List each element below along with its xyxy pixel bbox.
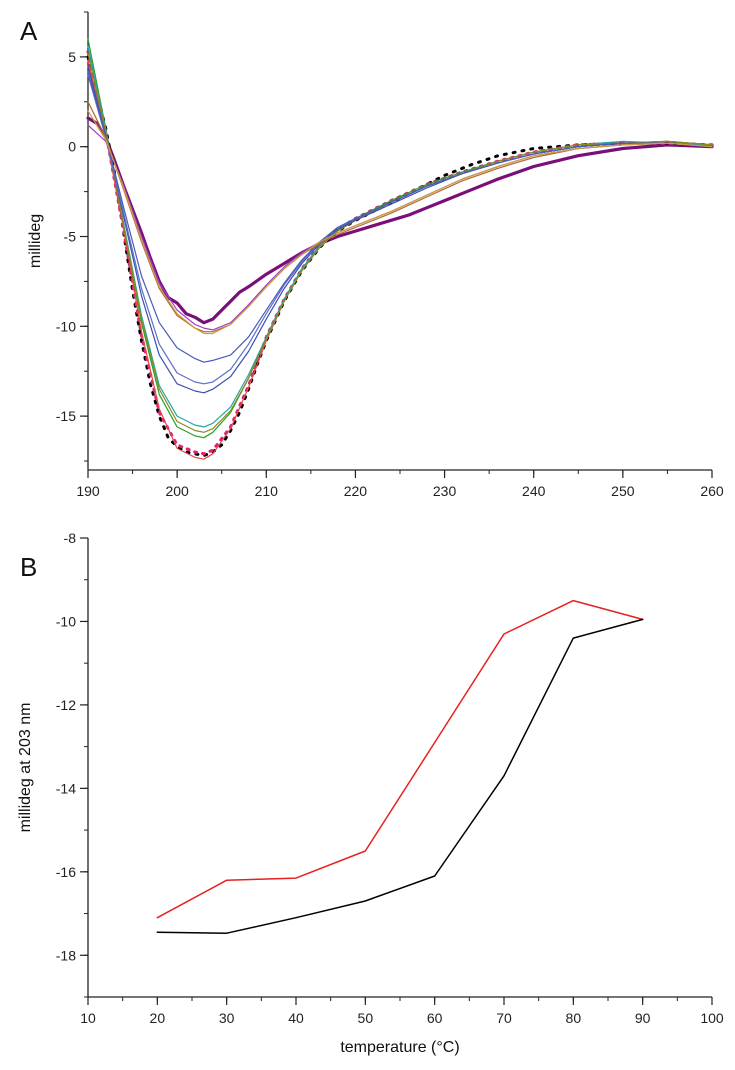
y-tick-label: -15 <box>56 408 76 424</box>
series-line-3 <box>86 50 714 456</box>
series-line-1 <box>86 116 714 325</box>
series-line-4 <box>87 59 713 460</box>
y-tick-label: -18 <box>56 947 76 963</box>
panel-b-chart: 10 20 30 40 50 60 70 80 90 100 -8 -10 -12 -14 -16 -18 Bm… <box>17 530 724 1056</box>
x-tick-label: 190 <box>76 483 100 499</box>
series-line-2 <box>86 55 714 458</box>
series-line-8 <box>87 65 713 394</box>
series-line-1 <box>156 599 644 919</box>
series-line-13 <box>87 110 713 335</box>
x-tick-label: 230 <box>433 483 457 499</box>
y-tick-label: 5 <box>68 49 76 65</box>
x-tick-label: 60 <box>427 1010 443 1026</box>
x-tick-label: 200 <box>165 483 189 499</box>
x-tick-label: 90 <box>635 1010 651 1026</box>
y-axis-title: millideg at 203 nm <box>17 703 34 833</box>
y-tick-label: -10 <box>56 318 76 334</box>
panel-label: A <box>20 16 38 46</box>
x-tick-label: 70 <box>496 1010 512 1026</box>
x-tick-label: 240 <box>522 483 546 499</box>
x-tick-label: 30 <box>219 1010 235 1026</box>
x-tick-label: 20 <box>150 1010 166 1026</box>
series-line-5 <box>87 38 713 439</box>
y-tick-label: -5 <box>64 229 77 245</box>
y-tick-label: -16 <box>56 864 76 880</box>
y-tick-label: 0 <box>68 139 76 155</box>
x-tick-label: 40 <box>288 1010 304 1026</box>
x-tick-label: 100 <box>700 1010 724 1026</box>
series-line-7 <box>87 52 713 433</box>
x-tick-label: 210 <box>255 483 279 499</box>
panel-a-chart: 190 200 210 220 230 240 250 260 5 0 -5 -10 -15 Amilli… <box>20 11 724 499</box>
x-tick-label: 10 <box>80 1010 96 1026</box>
x-tick-label: 80 <box>566 1010 582 1026</box>
x-tick-label: 220 <box>344 483 368 499</box>
panel-label: B <box>20 552 37 582</box>
series-line-12 <box>87 124 713 331</box>
series-line-10 <box>87 70 713 363</box>
series-line-2 <box>156 618 644 934</box>
y-tick-label: -14 <box>56 780 76 796</box>
x-axis-title: temperature (°C) <box>340 1039 459 1056</box>
y-tick-label: -12 <box>56 697 76 713</box>
y-tick-label: -8 <box>64 530 77 546</box>
x-tick-label: 250 <box>611 483 635 499</box>
series-line-6 <box>87 45 713 428</box>
y-tick-label: -10 <box>56 613 76 629</box>
series-line-9 <box>87 74 713 385</box>
x-tick-label: 260 <box>700 483 724 499</box>
x-tick-label: 50 <box>358 1010 374 1026</box>
y-axis-title: millideg <box>27 214 44 268</box>
